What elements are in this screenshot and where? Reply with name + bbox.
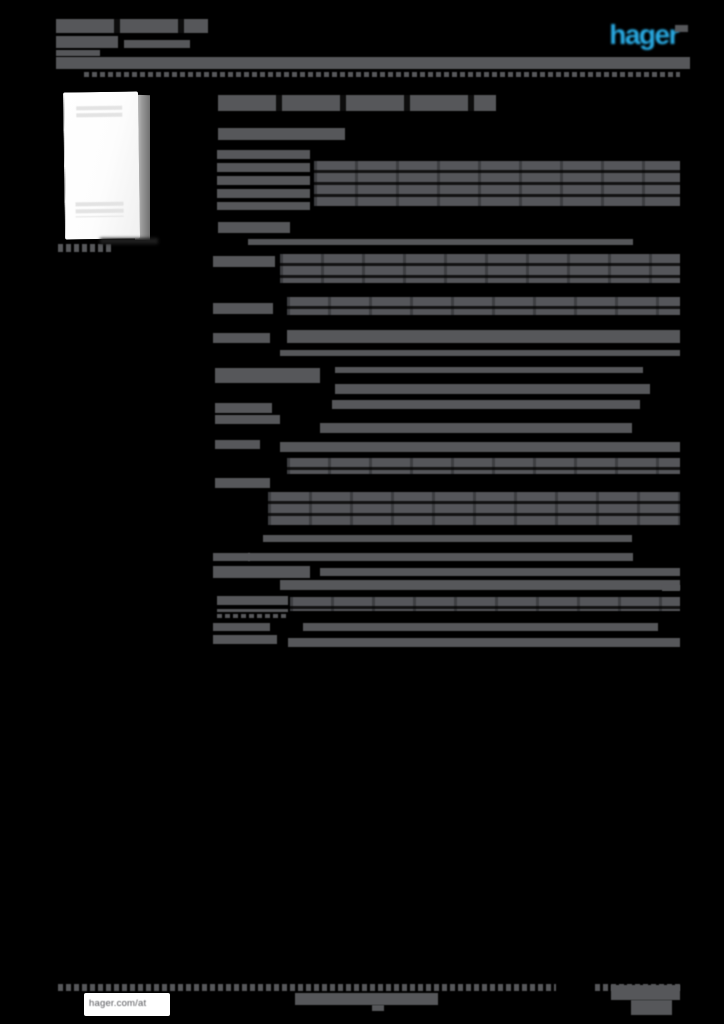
redacted-spec-value: [303, 623, 658, 631]
logo-registered-mark-icon: [675, 25, 688, 32]
redacted-spec-value: [248, 239, 633, 245]
redacted-spec-label: [213, 256, 275, 267]
redacted-spec-value: [280, 580, 680, 590]
redacted-product-title: [218, 95, 496, 111]
redacted-doc-subtitle: [56, 36, 118, 48]
product-vents-bottom: [75, 201, 124, 218]
redacted-spec-label: [213, 553, 250, 561]
product-bottom-shadow: [100, 238, 158, 244]
redacted-spec-value: [332, 400, 640, 409]
redacted-spec-label: [217, 596, 288, 612]
hager-logo: hager: [609, 19, 679, 50]
redacted-spec-paragraph: [268, 492, 680, 525]
redacted-footer-fineprint: [58, 984, 556, 991]
redacted-spec-value: [280, 350, 680, 356]
redacted-spec-label: [213, 566, 310, 578]
redacted-text-bar: [124, 40, 190, 48]
redacted-spec-value: [320, 423, 632, 433]
redacted-spec-value: [290, 597, 680, 611]
product-image: [58, 88, 170, 250]
redacted-text-bar: [372, 1005, 384, 1011]
redacted-footer-pageinfo: [295, 993, 438, 1005]
redacted-product-reference: [58, 244, 112, 252]
redacted-spec-value: [287, 330, 680, 343]
redacted-footer-logo: [631, 1000, 672, 1015]
product-panel: [62, 91, 141, 240]
redacted-footer-logo: [611, 985, 680, 1000]
redacted-spec-label: [215, 440, 260, 449]
redacted-spec-value: [335, 367, 643, 373]
redacted-doc-title: [56, 19, 208, 33]
redacted-spec-label: [218, 222, 290, 233]
redacted-spec-value: [287, 297, 680, 315]
redacted-spec-value: [287, 458, 680, 474]
redacted-spec-value: [280, 442, 680, 452]
redacted-spec-label: [215, 478, 270, 488]
redacted-spec-value: [248, 553, 633, 561]
redacted-spec-value: [320, 568, 680, 576]
redacted-product-subtitle: [218, 128, 345, 140]
redacted-spec-value: [288, 638, 680, 647]
redacted-spec-label: [213, 623, 270, 631]
redacted-spec-paragraph: [280, 254, 680, 283]
redacted-spec-label: [217, 150, 310, 210]
redacted-spec-label: [213, 333, 270, 343]
redacted-header-band: [56, 57, 690, 69]
redacted-section-header: [215, 368, 320, 383]
redacted-text-bar: [56, 50, 100, 56]
redacted-spec-label: [215, 403, 272, 413]
redacted-fineprint: [217, 614, 288, 618]
redacted-spec-label: [213, 303, 273, 314]
footer-website-link[interactable]: hager.com/at: [89, 998, 147, 1009]
redacted-spec-label: [215, 415, 280, 424]
redacted-header-fineprint: [84, 72, 680, 77]
redacted-text-bar: [662, 585, 680, 591]
redacted-spec-label: [213, 635, 277, 644]
product-vents-top: [76, 105, 123, 120]
redacted-spec-paragraph: [314, 161, 680, 206]
redacted-spec-value: [263, 535, 632, 542]
footer-website-chip: hager.com/at: [84, 993, 170, 1016]
redacted-spec-value: [335, 384, 650, 394]
